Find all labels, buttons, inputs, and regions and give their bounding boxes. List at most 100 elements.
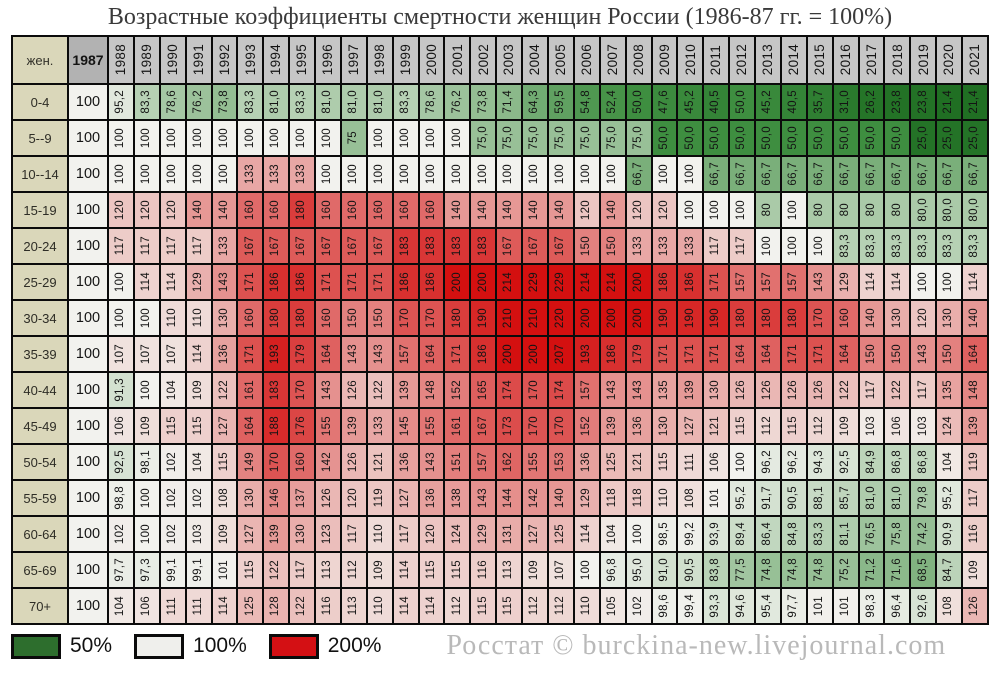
value-cell-20-24-2021: 83,3 bbox=[963, 229, 987, 263]
value-cell-35-39-1994: 193 bbox=[264, 337, 289, 371]
year-header-1999: 1999 bbox=[393, 37, 418, 83]
value-cell-0-4-2017: 26,2 bbox=[859, 85, 884, 119]
value-cell-40-44-1999: 139 bbox=[393, 373, 418, 407]
value-cell-40-44-2021: 148 bbox=[963, 373, 987, 407]
value-cell-30-34-2017: 140 bbox=[859, 301, 884, 335]
value-cell-40-44-2006: 157 bbox=[574, 373, 599, 407]
value-cell-0-4-2005: 59,5 bbox=[548, 85, 573, 119]
value-cell-20-24-2019: 83,3 bbox=[911, 229, 936, 263]
value-cell-20-24-1989: 117 bbox=[134, 229, 159, 263]
year-header-2021: 2021 bbox=[963, 37, 987, 83]
value-cell-35-39-2011: 171 bbox=[704, 337, 729, 371]
value-cell-0-4-2004: 64,3 bbox=[523, 85, 547, 119]
value-cell-50-54-1997: 126 bbox=[341, 445, 366, 479]
value-cell-70+-1999: 114 bbox=[393, 589, 418, 623]
value-cell-10-14-2007: 100 bbox=[600, 157, 625, 191]
value-cell-40-44-1988: 91,3 bbox=[109, 373, 133, 407]
value-cell-0-4-2013: 45,2 bbox=[756, 85, 780, 119]
value-cell-65-69-2021: 109 bbox=[963, 553, 987, 587]
value-cell-10-14-2002: 100 bbox=[471, 157, 496, 191]
value-cell-5-9-1994: 100 bbox=[264, 121, 289, 155]
baseline-value-cell: 100 bbox=[69, 337, 107, 371]
value-cell-45-49-2006: 152 bbox=[574, 409, 599, 443]
value-cell-10-14-2000: 100 bbox=[419, 157, 444, 191]
value-cell-35-39-2009: 171 bbox=[652, 337, 677, 371]
year-header-2020: 2020 bbox=[937, 37, 962, 83]
value-cell-35-39-1993: 171 bbox=[238, 337, 263, 371]
value-cell-50-54-2001: 151 bbox=[445, 445, 470, 479]
value-cell-40-44-2009: 135 bbox=[652, 373, 677, 407]
value-cell-20-24-1999: 183 bbox=[393, 229, 418, 263]
value-cell-50-54-1990: 102 bbox=[160, 445, 185, 479]
value-cell-20-24-1992: 133 bbox=[212, 229, 237, 263]
value-cell-60-64-1998: 110 bbox=[367, 517, 392, 551]
value-cell-55-59-2001: 138 bbox=[445, 481, 470, 515]
value-cell-35-39-2006: 193 bbox=[574, 337, 599, 371]
value-cell-25-29-2004: 229 bbox=[523, 265, 547, 299]
value-cell-15-19-2002: 140 bbox=[471, 193, 496, 227]
value-cell-70+-2006: 110 bbox=[574, 589, 599, 623]
value-cell-20-24-2002: 183 bbox=[471, 229, 496, 263]
value-cell-60-64-2021: 116 bbox=[963, 517, 987, 551]
value-cell-30-34-2005: 220 bbox=[548, 301, 573, 335]
year-header-1995: 1995 bbox=[290, 37, 315, 83]
value-cell-0-4-2012: 50,0 bbox=[730, 85, 755, 119]
value-cell-15-19-2014: 100 bbox=[781, 193, 806, 227]
value-cell-20-24-2018: 83,3 bbox=[885, 229, 910, 263]
value-cell-35-39-2004: 200 bbox=[523, 337, 547, 371]
value-cell-30-34-2018: 130 bbox=[885, 301, 910, 335]
year-header-1993: 1993 bbox=[238, 37, 263, 83]
value-cell-25-29-2014: 157 bbox=[781, 265, 806, 299]
value-cell-5-9-2013: 50,0 bbox=[756, 121, 780, 155]
value-cell-50-54-2005: 153 bbox=[548, 445, 573, 479]
value-cell-55-59-1994: 146 bbox=[264, 481, 289, 515]
value-cell-15-19-1995: 180 bbox=[290, 193, 315, 227]
value-cell-60-64-2005: 125 bbox=[548, 517, 573, 551]
value-cell-5-9-2000: 100 bbox=[419, 121, 444, 155]
value-cell-55-59-2014: 90,5 bbox=[781, 481, 806, 515]
value-cell-55-59-2005: 140 bbox=[548, 481, 573, 515]
value-cell-55-59-2013: 91,7 bbox=[756, 481, 780, 515]
value-cell-25-29-1991: 129 bbox=[186, 265, 211, 299]
value-cell-55-59-2006: 129 bbox=[574, 481, 599, 515]
value-cell-0-4-2015: 35,7 bbox=[807, 85, 832, 119]
value-cell-10-14-2016: 66,7 bbox=[833, 157, 858, 191]
value-cell-65-69-2012: 77,5 bbox=[730, 553, 755, 587]
value-cell-45-49-1992: 127 bbox=[212, 409, 237, 443]
value-cell-5-9-2019: 25,0 bbox=[911, 121, 936, 155]
age-label-55-59: 55-59 bbox=[13, 481, 67, 515]
value-cell-65-69-2016: 75,2 bbox=[833, 553, 858, 587]
value-cell-45-49-2005: 170 bbox=[548, 409, 573, 443]
year-header-2011: 2011 bbox=[704, 37, 729, 83]
value-cell-15-19-2017: 80 bbox=[859, 193, 884, 227]
age-label-30-34: 30-34 bbox=[13, 301, 67, 335]
age-label-70+: 70+ bbox=[13, 589, 67, 623]
value-cell-55-59-1993: 130 bbox=[238, 481, 263, 515]
value-cell-45-49-1991: 115 bbox=[186, 409, 211, 443]
value-cell-70+-2009: 98,6 bbox=[652, 589, 677, 623]
value-cell-30-34-1996: 160 bbox=[316, 301, 340, 335]
value-cell-60-64-2003: 131 bbox=[497, 517, 522, 551]
value-cell-50-54-2006: 136 bbox=[574, 445, 599, 479]
value-cell-40-44-2014: 126 bbox=[781, 373, 806, 407]
value-cell-25-29-2002: 200 bbox=[471, 265, 496, 299]
value-cell-50-54-1989: 98,1 bbox=[134, 445, 159, 479]
value-cell-65-69-2020: 84,7 bbox=[937, 553, 962, 587]
value-cell-30-34-1997: 150 bbox=[341, 301, 366, 335]
value-cell-30-34-2006: 200 bbox=[574, 301, 599, 335]
page-title: Возрастные коэффициенты смертности женщи… bbox=[107, 4, 893, 30]
value-cell-40-44-1992: 122 bbox=[212, 373, 237, 407]
value-cell-20-24-2000: 183 bbox=[419, 229, 444, 263]
value-cell-50-54-1988: 92,5 bbox=[109, 445, 133, 479]
value-cell-65-69-1991: 99,1 bbox=[186, 553, 211, 587]
value-cell-30-34-2021: 140 bbox=[963, 301, 987, 335]
value-cell-30-34-1990: 110 bbox=[160, 301, 185, 335]
year-header-2017: 2017 bbox=[859, 37, 884, 83]
value-cell-15-19-2016: 80 bbox=[833, 193, 858, 227]
value-cell-70+-2016: 101 bbox=[833, 589, 858, 623]
value-cell-55-59-2002: 143 bbox=[471, 481, 496, 515]
value-cell-45-49-2013: 112 bbox=[756, 409, 780, 443]
value-cell-55-59-2011: 101 bbox=[704, 481, 729, 515]
value-cell-60-64-2014: 84,8 bbox=[781, 517, 806, 551]
value-cell-40-44-1990: 104 bbox=[160, 373, 185, 407]
